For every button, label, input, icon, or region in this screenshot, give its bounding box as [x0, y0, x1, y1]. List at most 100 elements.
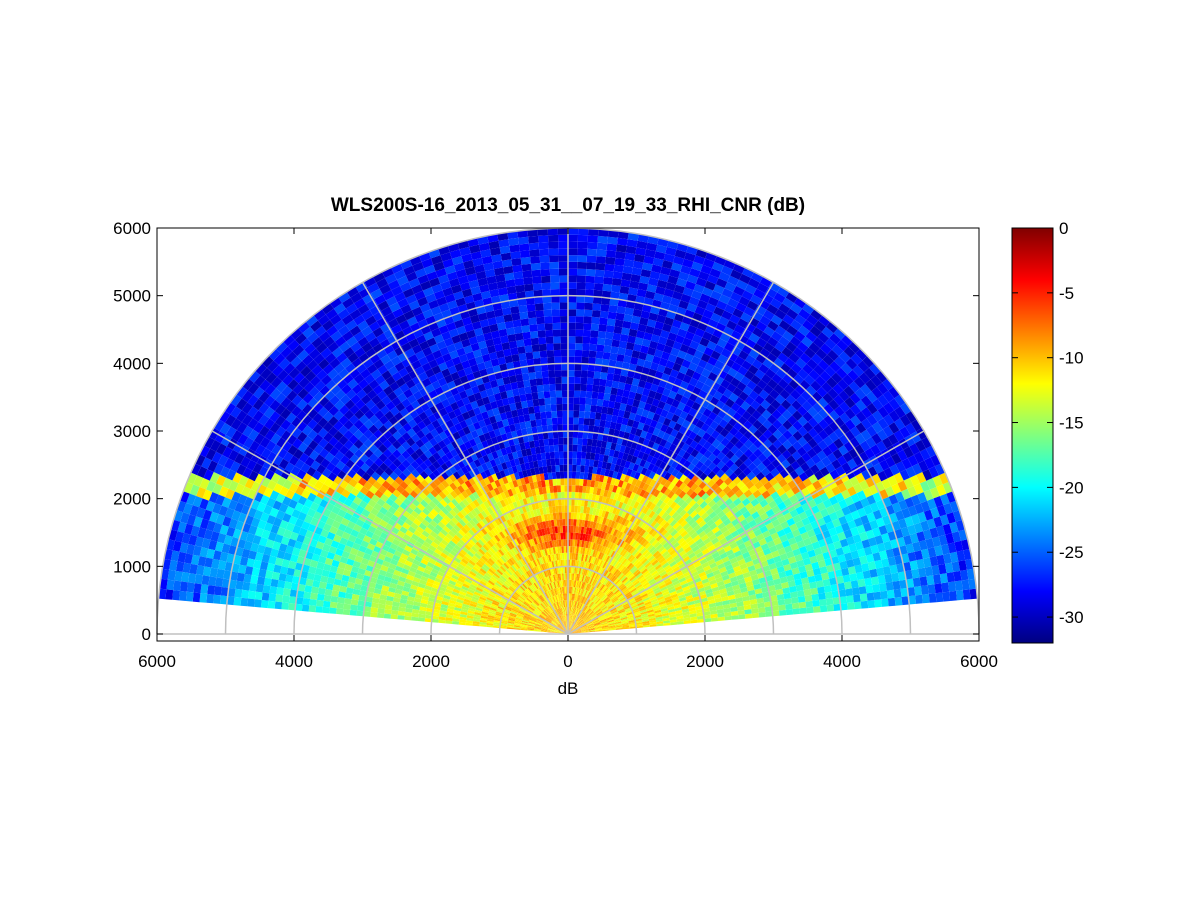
heatmap-cell	[498, 384, 506, 393]
heatmap-cell	[755, 592, 764, 599]
heatmap-cell	[540, 357, 548, 365]
heatmap-cell	[581, 519, 586, 527]
heatmap-cell	[607, 455, 614, 464]
heatmap-cell	[757, 602, 765, 609]
heatmap-cell	[510, 381, 519, 390]
heatmap-cell	[560, 329, 568, 337]
heatmap-cell	[506, 526, 513, 535]
heatmap-cell	[642, 622, 650, 626]
heatmap-cell	[573, 600, 576, 608]
heatmap-cell	[596, 344, 605, 352]
heatmap-cell	[732, 476, 742, 486]
heatmap-cell	[438, 362, 448, 372]
heatmap-cell	[610, 387, 618, 396]
heatmap-cell	[833, 328, 846, 340]
heatmap-cell	[365, 315, 377, 327]
heatmap-cell	[538, 587, 544, 595]
heatmap-cell	[572, 623, 578, 629]
heatmap-cell	[610, 608, 618, 614]
heatmap-cell	[689, 268, 701, 278]
heatmap-cell	[671, 485, 679, 494]
heatmap-cell	[614, 552, 620, 560]
heatmap-cell	[576, 618, 582, 624]
heatmap-cell	[766, 404, 777, 415]
heatmap-cell	[418, 356, 429, 366]
heatmap-cell	[838, 390, 850, 402]
heatmap-cell	[582, 547, 586, 555]
heatmap-cell	[478, 242, 490, 252]
heatmap-cell	[953, 570, 962, 582]
heatmap-cell	[750, 603, 758, 610]
heatmap-cell	[786, 517, 796, 527]
heatmap-cell	[565, 620, 567, 628]
heatmap-cell	[655, 576, 663, 583]
heatmap-cell	[616, 581, 623, 588]
heatmap-cell	[699, 414, 709, 423]
heatmap-cell	[677, 498, 685, 507]
heatmap-cell	[739, 435, 749, 445]
heatmap-cell	[463, 366, 473, 376]
heatmap-cell	[656, 475, 664, 484]
heatmap-cell	[577, 574, 581, 581]
heatmap-cell	[572, 580, 575, 587]
heatmap-cell	[628, 433, 636, 442]
heatmap-cell	[597, 460, 603, 469]
heatmap-cell	[453, 341, 464, 351]
heatmap-cell	[609, 505, 615, 514]
heatmap-cell	[588, 228, 599, 236]
heatmap-cell	[887, 475, 898, 487]
heatmap-cell	[777, 352, 789, 363]
heatmap-cell	[568, 458, 573, 465]
heatmap-cell	[558, 444, 564, 452]
heatmap-cell	[893, 472, 904, 484]
heatmap-cell	[579, 595, 583, 603]
heatmap-cell	[557, 431, 564, 438]
heatmap-cell	[641, 452, 650, 461]
heatmap-cell	[641, 617, 649, 621]
heatmap-cell	[951, 531, 961, 543]
heatmap-cell	[536, 323, 546, 331]
heatmap-cell	[726, 590, 735, 597]
heatmap-cell	[464, 266, 476, 276]
heatmap-cell	[538, 529, 543, 537]
heatmap-cell	[610, 550, 616, 558]
heatmap-cell	[718, 316, 730, 327]
heatmap-cell	[639, 578, 647, 584]
heatmap-cell	[500, 252, 512, 261]
heatmap-cell	[577, 533, 581, 540]
heatmap-cell	[575, 616, 580, 623]
heatmap-cell	[758, 299, 771, 310]
heatmap-cell	[661, 295, 673, 304]
heatmap-cell	[688, 528, 696, 537]
heatmap-cell	[615, 395, 623, 403]
heatmap-cell	[758, 576, 767, 584]
heatmap-cell	[861, 469, 872, 480]
heatmap-cell	[531, 454, 538, 462]
heatmap-cell	[660, 266, 672, 276]
heatmap-cell	[824, 591, 833, 599]
heatmap-cell	[632, 493, 640, 502]
heatmap-cell	[797, 341, 809, 353]
heatmap-cell	[729, 463, 739, 473]
heatmap-cell	[444, 265, 456, 275]
heatmap-cell	[473, 436, 482, 445]
heatmap-cell	[629, 555, 636, 563]
heatmap-cell	[671, 476, 680, 486]
heatmap-cell	[555, 533, 559, 540]
heatmap-cell	[656, 596, 665, 601]
heatmap-cell	[507, 467, 514, 475]
heatmap-cell	[543, 472, 549, 481]
heatmap-cell	[645, 325, 655, 335]
heatmap-cell	[719, 481, 728, 491]
heatmap-cell	[755, 471, 765, 481]
heatmap-cell	[606, 325, 615, 333]
heatmap-cell	[568, 255, 578, 262]
heatmap-cell	[533, 460, 539, 469]
heatmap-cell	[472, 467, 481, 476]
heatmap-cell	[623, 559, 630, 567]
heatmap-cell	[643, 599, 651, 604]
heatmap-cell	[644, 381, 653, 390]
heatmap-cell	[933, 574, 942, 585]
heatmap-cell	[588, 628, 595, 631]
heatmap-cell	[646, 609, 654, 614]
